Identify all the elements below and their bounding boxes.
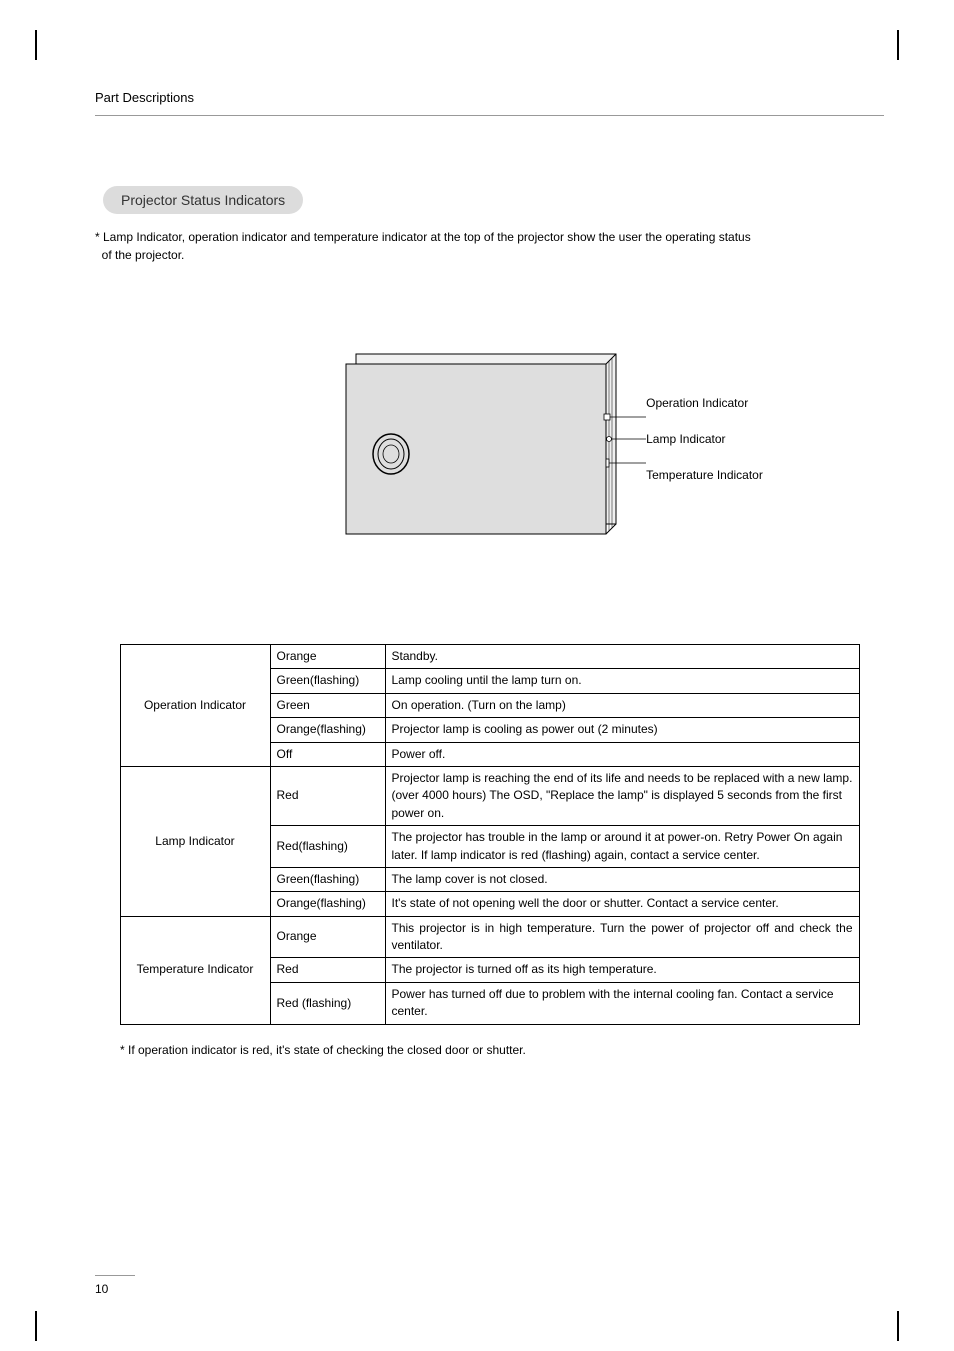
subsection-title: Projector Status Indicators: [121, 192, 285, 208]
cell-state: Green: [270, 693, 385, 717]
cell-desc: It's state of not opening well the door …: [385, 892, 859, 916]
callout-operation: Operation Indicator: [646, 396, 763, 410]
intro-line2: of the projector.: [102, 248, 185, 262]
callout-temperature: Temperature Indicator: [646, 468, 763, 482]
cell-state: Orange: [270, 916, 385, 958]
cell-desc: The lamp cover is not closed.: [385, 867, 859, 891]
section-title: Part Descriptions: [95, 90, 194, 105]
callout-temperature-label: Temperature Indicator: [646, 468, 763, 482]
cell-state: Red (flashing): [270, 982, 385, 1024]
cell-desc: Standby.: [385, 645, 859, 669]
section-header: Part Descriptions: [95, 90, 884, 116]
footnote: * If operation indicator is red, it's st…: [120, 1043, 884, 1057]
projector-illustration: [336, 344, 646, 544]
cell-desc: Projector lamp is cooling as power out (…: [385, 718, 859, 742]
cell-state: Off: [270, 742, 385, 766]
cell-state: Orange(flashing): [270, 718, 385, 742]
subsection-pill: Projector Status Indicators: [103, 186, 303, 214]
callout-lamp: Lamp Indicator: [646, 432, 763, 446]
cell-state: Orange(flashing): [270, 892, 385, 916]
crop-mark: [35, 1311, 37, 1341]
group-label-lamp: Lamp Indicator: [120, 766, 270, 916]
callout-lamp-label: Lamp Indicator: [646, 432, 725, 446]
group-label-operation: Operation Indicator: [120, 645, 270, 767]
crop-mark: [897, 1311, 899, 1341]
cell-state: Red: [270, 958, 385, 982]
status-indicator-table: Operation Indicator Orange Standby. Gree…: [120, 644, 860, 1025]
intro-text: * Lamp Indicator, operation indicator an…: [95, 228, 884, 264]
cell-state: Red: [270, 766, 385, 825]
cell-desc: This projector is in high temperature. T…: [385, 916, 859, 958]
callout-operation-label: Operation Indicator: [646, 396, 748, 410]
cell-desc: The projector has trouble in the lamp or…: [385, 826, 859, 868]
cell-desc: Lamp cooling until the lamp turn on.: [385, 669, 859, 693]
cell-desc: Power off.: [385, 742, 859, 766]
intro-line1: * Lamp Indicator, operation indicator an…: [95, 230, 751, 244]
table-row: Lamp Indicator Red Projector lamp is rea…: [120, 766, 859, 825]
cell-desc: On operation. (Turn on the lamp): [385, 693, 859, 717]
cell-desc: Projector lamp is reaching the end of it…: [385, 766, 859, 825]
page-number-value: 10: [95, 1282, 108, 1296]
page-number: 10: [95, 1275, 135, 1296]
table-row: Temperature Indicator Orange This projec…: [120, 916, 859, 958]
crop-mark: [35, 30, 37, 60]
cell-state: Red(flashing): [270, 826, 385, 868]
cell-state: Green(flashing): [270, 669, 385, 693]
footnote-text: * If operation indicator is red, it's st…: [120, 1043, 526, 1057]
projector-diagram: Operation Indicator Lamp Indicator Tempe…: [215, 344, 884, 544]
crop-mark: [897, 30, 899, 60]
cell-state: Green(flashing): [270, 867, 385, 891]
cell-state: Orange: [270, 645, 385, 669]
cell-desc: Power has turned off due to problem with…: [385, 982, 859, 1024]
group-label-temperature: Temperature Indicator: [120, 916, 270, 1024]
diagram-callouts: Operation Indicator Lamp Indicator Tempe…: [646, 396, 763, 482]
table-row: Operation Indicator Orange Standby.: [120, 645, 859, 669]
cell-desc: The projector is turned off as its high …: [385, 958, 859, 982]
